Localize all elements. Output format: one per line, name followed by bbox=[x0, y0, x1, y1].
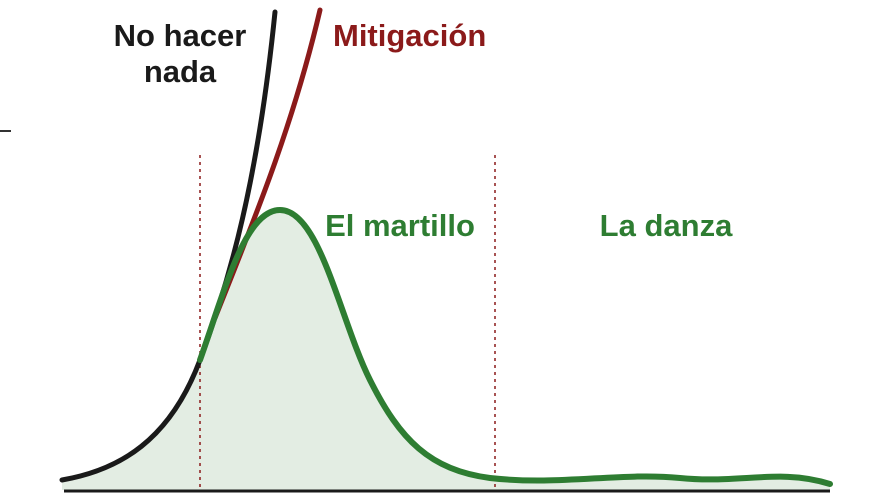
hammer-dance-curve bbox=[197, 206, 833, 487]
label: No hacer bbox=[114, 18, 247, 53]
label: La danza bbox=[600, 208, 733, 243]
area-fill bbox=[62, 210, 830, 490]
label: Mitigación bbox=[333, 18, 486, 53]
label: nada bbox=[144, 54, 217, 89]
label: El martillo bbox=[325, 208, 475, 243]
